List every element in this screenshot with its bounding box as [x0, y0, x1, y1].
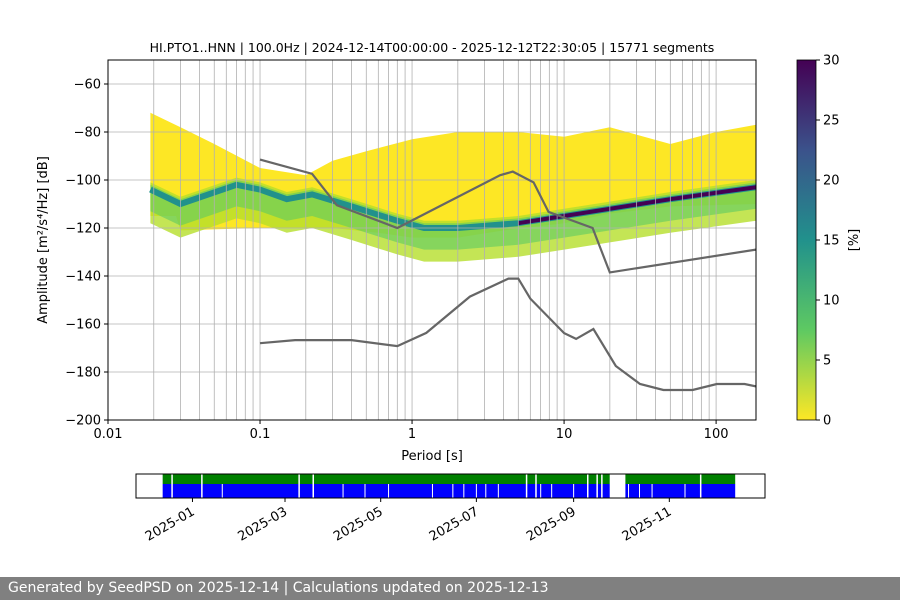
y-axis-label: Amplitude [m²/s⁴/Hz] [dB]	[36, 156, 51, 324]
date-tick-label: 2025-11	[620, 504, 675, 544]
x-tick-label: 0.01	[94, 427, 123, 442]
colorbar-tick-label: 30	[823, 54, 840, 69]
coverage-frame	[135, 473, 766, 499]
x-tick-label: 100	[704, 427, 729, 442]
x-axis-label: Period [s]	[401, 449, 463, 464]
y-tick-label: −100	[65, 174, 101, 189]
date-tick-label: 2025-09	[524, 504, 579, 544]
colorbar-tick-label: 15	[823, 234, 840, 249]
colorbar-tick-label: 20	[823, 174, 840, 189]
footer: Generated by SeedPSD on 2025-12-14 | Cal…	[0, 577, 900, 600]
ppsd-chart: HI.PTO1..HNN | 100.0Hz | 2024-12-14T00:0…	[36, 40, 862, 545]
noise-model-nhnm	[259, 158, 756, 274]
coverage-lower-bar	[625, 484, 736, 498]
axes: 0.01 0.1 1 10 100 −60 −80 −100 −120 −140 −160 −180 −…	[65, 78, 728, 443]
colorbar-label: [%]	[847, 229, 862, 252]
date-tick-label: 2025-07	[427, 504, 482, 544]
colorbar	[796, 59, 817, 421]
coverage-timeline: 2025-01 2025-03 2025-05 2025-07 2025-09 2025-…	[135, 473, 766, 545]
date-tick-label: 2025-03	[235, 504, 290, 544]
colorbar-tick-label: 0	[823, 414, 831, 429]
y-tick-label: −80	[74, 126, 101, 141]
coverage-upper-bar	[625, 474, 736, 484]
psd-heatmap	[149, 112, 756, 262]
coverage-lower-bar	[162, 484, 610, 498]
y-tick-label: −200	[65, 414, 101, 429]
plot-frame	[107, 59, 757, 421]
noise-model-nlnm	[259, 277, 756, 392]
x-tick-label: 10	[556, 427, 573, 442]
colorbar-tick-label: 25	[823, 114, 840, 129]
date-tick-label: 2025-01	[143, 504, 198, 544]
date-tick-label: 2025-05	[331, 504, 386, 544]
chart-title: HI.PTO1..HNN | 100.0Hz | 2024-12-14T00:0…	[150, 40, 715, 55]
colorbar-tick-label: 10	[823, 294, 840, 309]
x-tick-label: 0.1	[250, 427, 271, 442]
x-tick-label: 1	[408, 427, 416, 442]
y-tick-label: −120	[65, 222, 101, 237]
noise-models	[259, 158, 756, 392]
y-tick-label: −60	[74, 78, 101, 93]
coverage-upper-bar	[162, 474, 610, 484]
y-tick-label: −160	[65, 318, 101, 333]
colorbar-tick-label: 5	[823, 354, 831, 369]
colorbar-ticks: 0 5 10 15 20 25 30	[816, 54, 840, 429]
y-tick-label: −140	[65, 270, 101, 285]
y-tick-label: −180	[65, 366, 101, 381]
